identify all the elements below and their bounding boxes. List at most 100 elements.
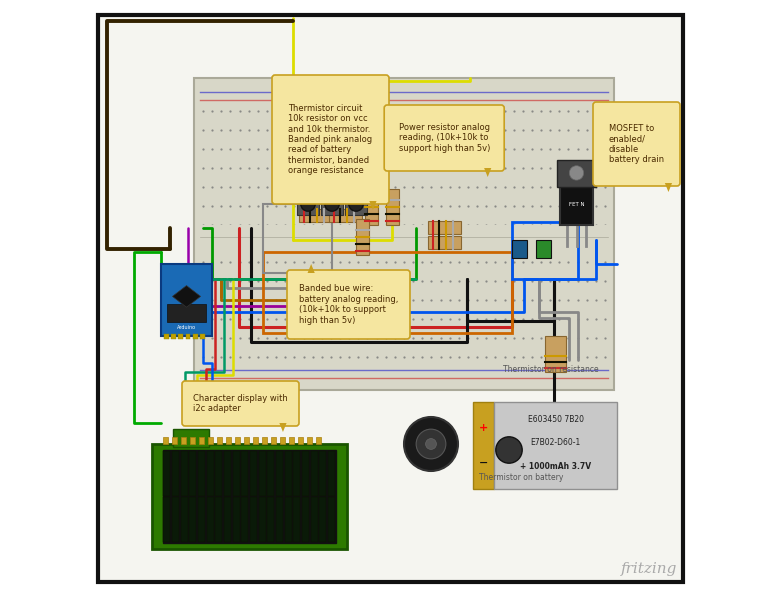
Bar — [329, 209, 362, 222]
Bar — [181, 437, 187, 444]
Bar — [233, 497, 240, 542]
Bar — [163, 497, 170, 542]
Bar — [299, 209, 332, 222]
Bar — [173, 429, 209, 447]
Bar — [345, 193, 367, 215]
Bar — [224, 451, 231, 496]
Circle shape — [325, 197, 339, 211]
Text: fritzing: fritzing — [621, 562, 677, 576]
Bar — [200, 334, 205, 339]
Bar — [190, 437, 195, 444]
Bar — [171, 334, 176, 339]
Bar — [321, 193, 343, 215]
Bar — [310, 497, 318, 542]
Bar — [163, 451, 336, 542]
Bar — [250, 497, 257, 542]
Circle shape — [495, 437, 522, 463]
Bar — [285, 451, 292, 496]
Circle shape — [416, 429, 446, 459]
Text: E7B02-D60-1: E7B02-D60-1 — [530, 439, 581, 448]
Bar — [293, 497, 300, 542]
Bar — [198, 497, 205, 542]
Bar — [428, 221, 461, 234]
Text: MOSFET to
enabled/
disable
battery drain: MOSFET to enabled/ disable battery drain — [609, 124, 664, 164]
Bar — [316, 437, 321, 444]
Bar — [200, 224, 608, 250]
Circle shape — [301, 197, 315, 211]
Bar — [263, 204, 332, 273]
Bar — [190, 497, 196, 542]
Bar — [298, 437, 303, 444]
Bar — [494, 402, 617, 489]
Bar — [512, 240, 527, 258]
Bar — [216, 451, 223, 496]
Bar — [244, 437, 249, 444]
Bar — [557, 160, 596, 187]
Bar — [208, 437, 213, 444]
Text: FET N: FET N — [568, 202, 584, 206]
Text: Character display with
i2c adapter: Character display with i2c adapter — [193, 394, 288, 413]
Bar — [172, 497, 179, 542]
Bar — [428, 236, 461, 249]
FancyBboxPatch shape — [182, 381, 299, 426]
Bar — [386, 189, 399, 225]
Bar — [193, 334, 198, 339]
Circle shape — [569, 166, 584, 180]
Bar — [536, 240, 551, 258]
Bar — [179, 334, 183, 339]
Bar — [241, 451, 249, 496]
Text: Thermistor circuit
10k resistor on vcc
and 10k thermistor.
Banded pink analog
re: Thermistor circuit 10k resistor on vcc a… — [289, 104, 372, 175]
Polygon shape — [484, 168, 492, 177]
Bar — [293, 451, 300, 496]
Bar — [233, 451, 240, 496]
Circle shape — [349, 197, 363, 211]
Bar — [163, 437, 169, 444]
Bar — [207, 451, 213, 496]
FancyBboxPatch shape — [384, 105, 504, 171]
Bar — [365, 189, 378, 225]
Bar — [172, 437, 177, 444]
Bar — [473, 402, 494, 489]
Bar — [190, 451, 196, 496]
Bar — [186, 334, 191, 339]
Bar — [302, 497, 309, 542]
Bar — [234, 437, 240, 444]
Bar — [263, 252, 512, 333]
Bar — [328, 451, 335, 496]
Bar — [356, 219, 369, 255]
Bar — [152, 444, 347, 549]
FancyBboxPatch shape — [287, 270, 410, 339]
Bar — [512, 222, 578, 279]
Bar — [194, 78, 614, 390]
Bar — [164, 334, 169, 339]
Text: E603450 7B20: E603450 7B20 — [528, 415, 583, 424]
Text: Thermistor on resistance: Thermistor on resistance — [503, 364, 599, 373]
Circle shape — [404, 417, 458, 471]
Bar — [259, 497, 266, 542]
Polygon shape — [307, 264, 314, 273]
Bar — [163, 451, 170, 496]
FancyBboxPatch shape — [272, 75, 389, 204]
Bar — [297, 193, 319, 215]
Circle shape — [426, 439, 437, 449]
Bar — [319, 497, 326, 542]
Bar — [310, 451, 318, 496]
Bar — [560, 162, 593, 225]
Bar — [267, 497, 274, 542]
Bar — [167, 304, 206, 322]
Bar — [161, 264, 212, 336]
Bar — [224, 497, 231, 542]
Polygon shape — [369, 201, 376, 210]
Bar — [207, 497, 213, 542]
Bar — [199, 437, 204, 444]
Text: Thermistor on battery: Thermistor on battery — [479, 473, 563, 481]
Bar — [252, 437, 258, 444]
Bar — [198, 451, 205, 496]
Bar — [276, 451, 283, 496]
Bar — [262, 437, 267, 444]
Bar — [217, 437, 222, 444]
Text: −: − — [479, 458, 488, 468]
Text: Banded bue wire:
battery analog reading,
(10k+10k to support
high than 5v): Banded bue wire: battery analog reading,… — [299, 284, 398, 325]
Text: Power resistor analog
reading, (10k+10k to
support high than 5v): Power resistor analog reading, (10k+10k … — [398, 123, 490, 153]
Bar — [276, 497, 283, 542]
